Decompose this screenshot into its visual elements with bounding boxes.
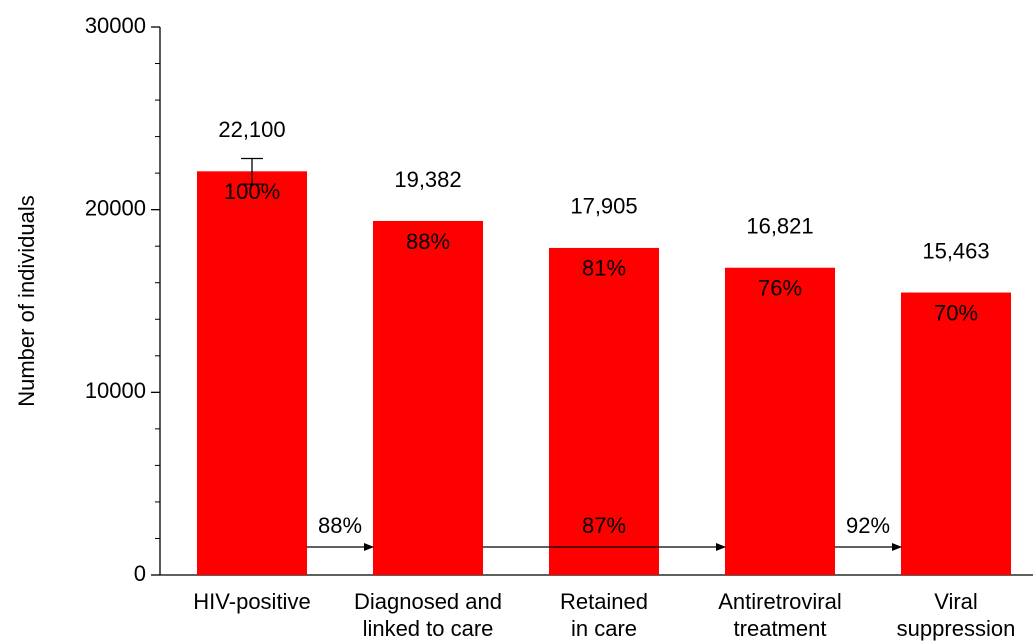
value-label: 22,100 [218, 117, 285, 142]
percent-label: 88% [406, 229, 450, 254]
y-tick-label: 30000 [85, 13, 146, 38]
y-tick-label: 10000 [85, 378, 146, 403]
bar [373, 220, 483, 576]
value-label: 19,382 [394, 167, 461, 192]
percent-label: 81% [582, 256, 626, 281]
x-tick-label: suppression [897, 616, 1016, 641]
x-tick-label: Retained [560, 589, 648, 614]
bar [725, 267, 835, 575]
transition-label: 87% [582, 513, 626, 538]
x-tick-label: HIV-positive [193, 589, 310, 614]
x-tick-label: Antiretroviral [718, 589, 841, 614]
x-tick-label: in care [571, 616, 637, 641]
value-label: 17,905 [570, 194, 637, 219]
x-tick-label: Viral [934, 589, 978, 614]
percent-label: 70% [934, 300, 978, 325]
transition-label: 88% [318, 513, 362, 538]
y-axis-label: Number of individuals [14, 195, 39, 407]
bar [549, 247, 659, 575]
bar [901, 292, 1011, 575]
error-bar [241, 157, 263, 185]
transition-label: 92% [846, 513, 890, 538]
x-tick-label: linked to care [363, 616, 494, 641]
x-tick-label: Diagnosed and [354, 589, 502, 614]
bar [197, 171, 307, 575]
percent-label: 76% [758, 276, 802, 301]
y-tick-label: 20000 [85, 195, 146, 220]
value-label: 15,463 [922, 238, 989, 263]
value-label: 16,821 [746, 214, 813, 239]
x-tick-label: treatment [734, 616, 827, 641]
y-tick-label: 0 [134, 561, 146, 586]
